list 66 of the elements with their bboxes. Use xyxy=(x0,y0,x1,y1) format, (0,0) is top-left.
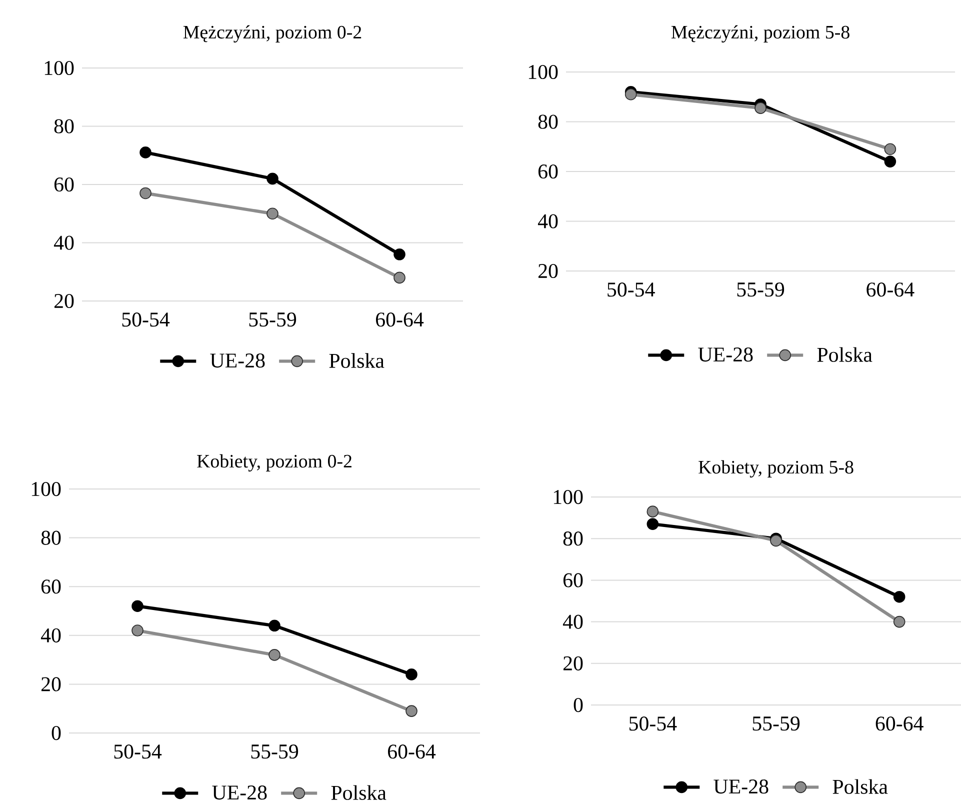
legend-label: UE-28 xyxy=(698,347,753,362)
y-tick-label: 100 xyxy=(528,64,558,80)
y-tick-label: 60 xyxy=(538,164,558,179)
x-tick-label: 55-59 xyxy=(249,312,296,327)
y-tick-label: 100 xyxy=(44,60,74,76)
x-tick-label: 55-59 xyxy=(251,744,298,759)
x-tick-label: 50-54 xyxy=(114,744,162,759)
point xyxy=(140,146,152,158)
y-tick-label: 40 xyxy=(562,614,583,629)
x-tick-label: 60-64 xyxy=(876,716,924,731)
y-tick-label: 40 xyxy=(538,214,558,228)
point xyxy=(268,649,280,661)
y-tick-label: 40 xyxy=(40,628,61,642)
x-tick-label: 60-64 xyxy=(388,744,436,759)
y-tick-label: 80 xyxy=(563,532,583,546)
legend-label: UE-28 xyxy=(212,786,267,800)
chart-title: Kobiety, poziom 0-2 xyxy=(197,454,352,472)
point xyxy=(754,102,766,114)
point xyxy=(266,208,278,220)
point xyxy=(406,668,418,680)
point xyxy=(893,590,906,603)
point xyxy=(624,88,637,100)
y-tick-label: 60 xyxy=(54,177,74,192)
x-tick-label: 50-54 xyxy=(629,716,677,731)
x-tick-label: 60-64 xyxy=(866,282,914,297)
chart-title: Mężczyźni, poziom 0-2 xyxy=(183,25,362,42)
y-tick-label: 20 xyxy=(538,264,558,278)
y-tick-label: 40 xyxy=(54,236,74,250)
y-tick-label: 100 xyxy=(554,490,583,504)
point xyxy=(884,143,896,156)
point xyxy=(268,620,280,632)
y-tick-label: 20 xyxy=(563,656,583,670)
x-tick-label: 55-59 xyxy=(752,716,800,731)
point xyxy=(893,616,906,628)
x-tick-label: 60-64 xyxy=(376,312,424,327)
y-tick-label: 60 xyxy=(563,573,583,588)
point xyxy=(132,624,144,636)
y-tick-label: 0 xyxy=(574,698,583,712)
y-tick-label: 20 xyxy=(54,294,74,308)
y-tick-label: 100 xyxy=(32,482,61,496)
legend-label: Polska xyxy=(832,779,888,794)
y-tick-label: 80 xyxy=(41,530,61,545)
point xyxy=(884,156,896,168)
point xyxy=(406,705,418,717)
x-tick-label: 55-59 xyxy=(737,282,784,297)
chart-title: Mężczyźni, poziom 5-8 xyxy=(671,25,850,42)
point xyxy=(266,172,278,185)
legend-label: UE-28 xyxy=(714,780,768,794)
y-tick-label: 60 xyxy=(41,580,61,594)
point xyxy=(132,600,144,612)
chart-title: Kobiety, poziom 5-8 xyxy=(698,460,854,478)
y-tick-label: 20 xyxy=(41,677,61,692)
point xyxy=(646,518,659,530)
point xyxy=(394,248,406,260)
x-tick-label: 50-54 xyxy=(608,282,655,297)
y-tick-label: 0 xyxy=(52,726,61,740)
x-tick-label: 50-54 xyxy=(122,312,170,327)
legend-label: Polska xyxy=(817,347,872,362)
point xyxy=(646,506,659,518)
legend-label: Polska xyxy=(329,353,384,368)
y-tick-label: 80 xyxy=(54,119,74,134)
y-tick-label: 80 xyxy=(538,114,558,129)
legend-label: Polska xyxy=(331,785,386,800)
point xyxy=(394,272,406,284)
legend-label: UE-28 xyxy=(210,353,265,368)
point xyxy=(140,187,152,200)
